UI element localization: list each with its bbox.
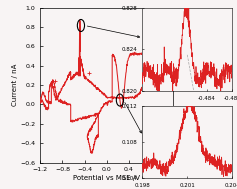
X-axis label: Potential vs MSE /V: Potential vs MSE /V	[73, 175, 140, 181]
Y-axis label: Current / nA: Current / nA	[12, 64, 18, 106]
